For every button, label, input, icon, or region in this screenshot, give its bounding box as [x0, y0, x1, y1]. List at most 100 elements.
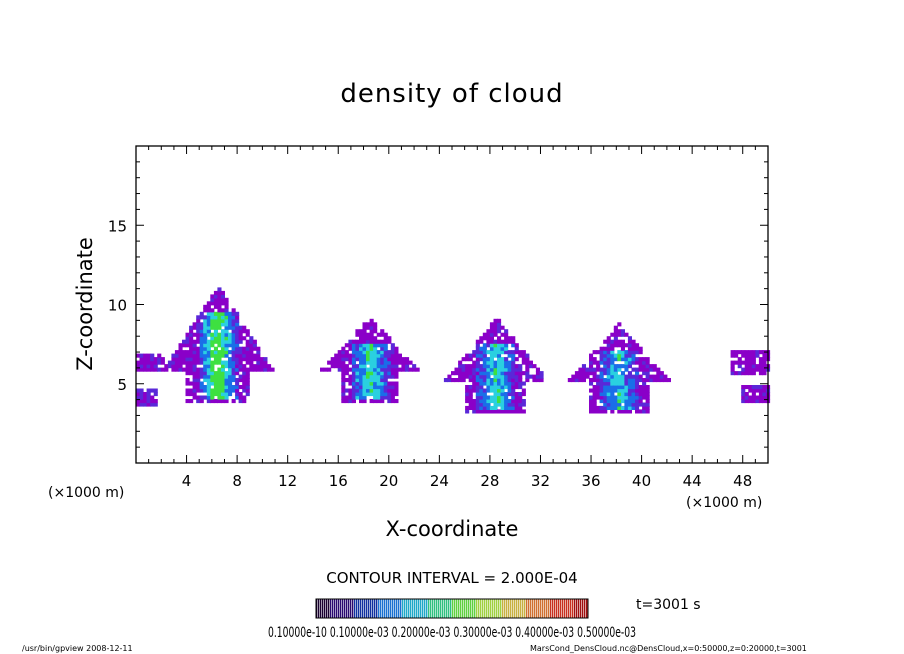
- density-cell: [146, 357, 151, 362]
- density-cell: [493, 402, 498, 407]
- density-cell: [475, 364, 480, 369]
- density-cell: [751, 360, 756, 365]
- density-cell: [507, 374, 512, 379]
- density-cell: [486, 371, 491, 376]
- density-cell: [369, 350, 374, 355]
- density-cell: [380, 399, 385, 404]
- density-cell: [160, 357, 165, 362]
- density-cell: [606, 378, 611, 383]
- density-cell: [373, 399, 378, 404]
- density-cell: [359, 388, 364, 393]
- density-cell: [196, 378, 201, 383]
- density-cell: [617, 378, 622, 383]
- density-cell: [504, 395, 509, 400]
- density-cell: [369, 367, 374, 372]
- density-cell: [730, 360, 735, 365]
- colorbar-swatch: [518, 599, 520, 618]
- x-tick-label: 12: [278, 472, 297, 490]
- density-cell: [479, 378, 484, 383]
- density-cell: [610, 388, 615, 393]
- density-cell: [390, 395, 395, 400]
- density-cell: [762, 392, 767, 397]
- density-cell: [606, 353, 611, 358]
- density-cell: [344, 388, 349, 393]
- density-cell: [153, 364, 158, 369]
- density-cell: [511, 371, 516, 376]
- density-cell: [497, 346, 502, 351]
- density-cell: [196, 385, 201, 390]
- density-cell: [620, 346, 625, 351]
- density-cell: [192, 339, 197, 344]
- density-cell: [224, 325, 229, 330]
- density-cell: [185, 339, 190, 344]
- density-cell: [355, 374, 360, 379]
- density-cell: [210, 392, 215, 397]
- density-cell: [231, 399, 236, 404]
- density-cell: [627, 395, 632, 400]
- density-cell: [136, 388, 141, 393]
- density-cell: [635, 409, 640, 414]
- density-cell: [620, 405, 625, 410]
- density-cell: [228, 364, 233, 369]
- density-cell: [203, 343, 208, 348]
- density-cell: [224, 329, 229, 334]
- density-cell: [610, 399, 615, 404]
- density-cell: [635, 346, 640, 351]
- density-cell: [199, 336, 204, 341]
- density-cell: [652, 367, 657, 372]
- density-cell: [581, 374, 586, 379]
- density-cell: [620, 392, 625, 397]
- density-cell: [139, 364, 144, 369]
- colorbar-swatch: [330, 599, 332, 618]
- density-cell: [217, 399, 222, 404]
- density-cell: [475, 367, 480, 372]
- density-cell: [606, 399, 611, 404]
- density-cell: [631, 346, 636, 351]
- density-cell: [489, 405, 494, 410]
- density-cell: [758, 395, 763, 400]
- density-cell: [228, 322, 233, 327]
- density-cell: [369, 353, 374, 358]
- density-cell: [642, 378, 647, 383]
- colorbar-swatch: [370, 599, 372, 618]
- density-cell: [493, 339, 498, 344]
- density-cell: [631, 367, 636, 372]
- density-cell: [387, 364, 392, 369]
- density-cell: [642, 385, 647, 390]
- density-cell: [192, 395, 197, 400]
- density-cell: [351, 388, 356, 393]
- density-cell: [514, 409, 519, 414]
- x-tick-label: 44: [683, 472, 702, 490]
- density-cell: [330, 357, 335, 362]
- density-cell: [373, 336, 378, 341]
- colorbar-swatch: [462, 599, 464, 618]
- density-cell: [394, 399, 399, 404]
- density-cell: [624, 357, 629, 362]
- density-cell: [242, 336, 247, 341]
- density-cell: [369, 357, 374, 362]
- density-cell: [249, 343, 254, 348]
- density-cell: [334, 353, 339, 358]
- density-cell: [348, 357, 353, 362]
- colorbar-swatch: [474, 599, 476, 618]
- density-cell: [203, 322, 208, 327]
- density-cell: [224, 322, 229, 327]
- density-cell: [341, 371, 346, 376]
- density-cell: [203, 350, 208, 355]
- density-cell: [511, 385, 516, 390]
- density-cell: [242, 374, 247, 379]
- density-cell: [475, 374, 480, 379]
- density-cell: [613, 339, 618, 344]
- density-cell: [213, 339, 218, 344]
- density-cell: [465, 385, 470, 390]
- density-cell: [174, 350, 179, 355]
- density-cell: [192, 381, 197, 386]
- density-cell: [380, 360, 385, 365]
- density-cell: [344, 364, 349, 369]
- density-cell: [486, 399, 491, 404]
- density-cell: [238, 332, 243, 337]
- density-cell: [741, 367, 746, 372]
- density-cell: [596, 405, 601, 410]
- colorbar-swatch: [488, 599, 490, 618]
- density-cell: [359, 395, 364, 400]
